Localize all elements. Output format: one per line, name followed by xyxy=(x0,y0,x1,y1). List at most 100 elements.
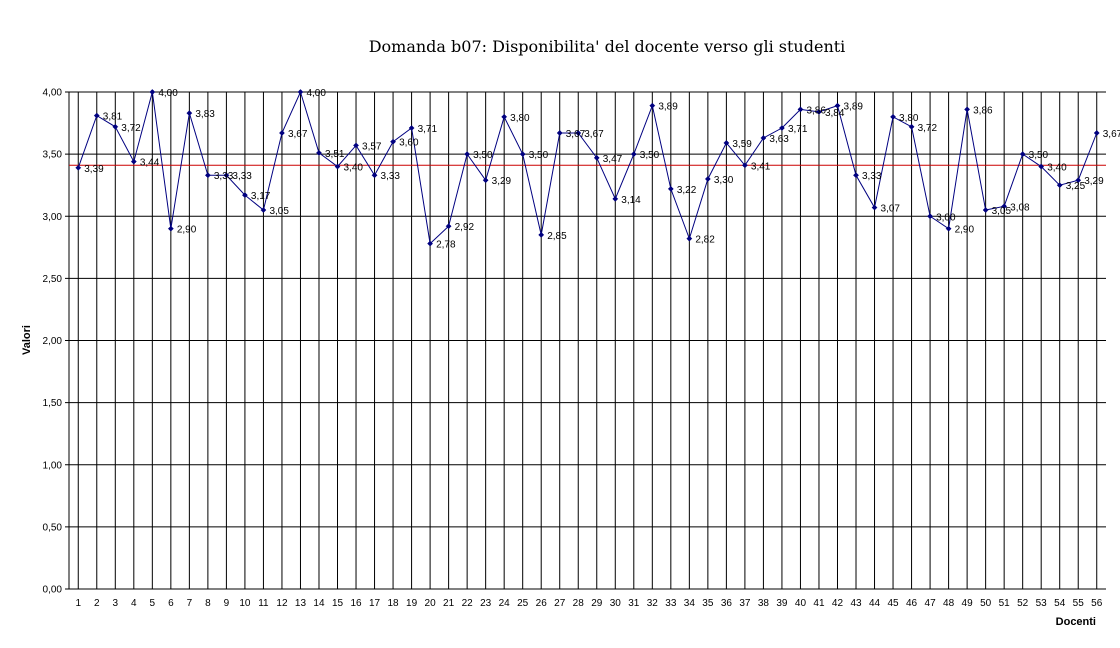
data-label: 2,90 xyxy=(955,225,975,236)
data-label: 3,59 xyxy=(732,139,752,150)
data-point xyxy=(945,225,952,232)
y-tick-label: 3,00 xyxy=(43,212,63,223)
y-tick-label: 2,50 xyxy=(43,274,63,285)
data-label: 3,41 xyxy=(751,161,771,172)
x-tick-label: 23 xyxy=(480,598,492,609)
data-point xyxy=(482,177,489,184)
x-tick-label: 40 xyxy=(795,598,807,609)
data-label: 3,33 xyxy=(214,171,234,182)
data-point xyxy=(630,151,637,158)
x-tick-label: 51 xyxy=(999,598,1011,609)
x-tick-label: 45 xyxy=(887,598,899,609)
data-point xyxy=(704,176,711,182)
data-label: 4,00 xyxy=(158,88,178,99)
data-point xyxy=(741,162,748,169)
data-label: 3,08 xyxy=(1010,202,1030,213)
data-label: 3,57 xyxy=(362,141,382,152)
x-tick-label: 21 xyxy=(443,598,455,609)
data-label: 3,50 xyxy=(473,150,493,161)
x-tick-label: 37 xyxy=(739,598,751,609)
data-label: 3,89 xyxy=(843,102,863,113)
data-point xyxy=(1038,163,1045,170)
data-point xyxy=(1075,177,1082,184)
x-tick-label: 20 xyxy=(425,598,437,609)
data-label: 3,51 xyxy=(325,149,345,160)
x-tick-label: 9 xyxy=(224,598,230,609)
data-labels: 3,393,813,723,444,002,903,833,33 3,333,17… xyxy=(84,88,1120,251)
chart-title: Domanda b07: Disponibilita' del docente … xyxy=(369,37,846,56)
x-tick-label: 28 xyxy=(573,598,585,609)
data-label: 3,86 xyxy=(973,105,993,116)
data-point xyxy=(612,195,619,202)
data-point xyxy=(204,172,211,179)
x-tick-label: 38 xyxy=(758,598,770,609)
data-point xyxy=(556,130,563,136)
data-label: 3,29 xyxy=(492,176,512,187)
grid xyxy=(68,91,1106,590)
x-tick-label: 22 xyxy=(462,598,474,609)
data-label: 3,60 xyxy=(399,138,419,149)
data-point xyxy=(464,151,471,158)
data-label: 3,71 xyxy=(788,124,808,135)
data-label: 3,44 xyxy=(140,158,160,169)
data-point xyxy=(1019,151,1026,158)
data-label: 3,86 xyxy=(806,105,826,116)
data-label: 3,67 xyxy=(584,129,604,140)
x-tick-label: 44 xyxy=(869,598,881,609)
data-label: 3,07 xyxy=(881,204,901,215)
data-point xyxy=(871,204,878,211)
data-point xyxy=(927,213,934,220)
data-label: 3,89 xyxy=(658,102,678,113)
data-point xyxy=(260,207,267,213)
x-tick-label: 4 xyxy=(131,598,137,609)
x-tick-label: 34 xyxy=(684,598,696,609)
data-label: 3,67 xyxy=(1103,129,1120,140)
data-label: 3,22 xyxy=(677,185,697,196)
x-tick-label: 43 xyxy=(850,598,862,609)
data-point xyxy=(130,158,137,165)
data-point xyxy=(538,231,545,238)
x-tick-label: 18 xyxy=(388,598,400,609)
x-tick-label: 8 xyxy=(205,598,211,609)
y-tick-label: 3,50 xyxy=(43,150,63,161)
x-tick-label: 13 xyxy=(295,598,307,609)
data-label: 2,92 xyxy=(455,222,475,233)
x-tick-label: 42 xyxy=(832,598,844,609)
data-label: 3,67 xyxy=(566,129,586,140)
data-point xyxy=(334,163,341,170)
x-tick-label: 16 xyxy=(350,598,362,609)
x-tick-label: 48 xyxy=(943,598,955,609)
data-point xyxy=(964,106,971,113)
data-label: 3,40 xyxy=(1047,163,1067,174)
data-label: 3,63 xyxy=(769,134,789,145)
data-point xyxy=(408,125,415,131)
data-point xyxy=(686,235,693,242)
y-tick-label: 0,00 xyxy=(43,585,63,596)
data-label: 3,67 xyxy=(288,129,308,140)
data-label: 3,14 xyxy=(621,195,641,206)
y-tick-label: 0,50 xyxy=(43,522,63,533)
data-label: 3,05 xyxy=(992,206,1012,217)
data-point xyxy=(316,149,322,156)
x-tick-label: 12 xyxy=(276,598,288,609)
data-point xyxy=(760,135,767,141)
data-point xyxy=(890,113,896,120)
data-label: 3,83 xyxy=(195,109,215,120)
data-label: 3,00 xyxy=(936,212,956,223)
data-point xyxy=(778,125,785,131)
data-point xyxy=(1093,130,1100,136)
data-point xyxy=(853,172,859,179)
x-tick-label: 7 xyxy=(187,598,193,609)
y-tick-label: 1,00 xyxy=(43,460,63,471)
data-point xyxy=(816,108,822,115)
x-tick-label: 10 xyxy=(239,598,251,609)
x-tick-label: 24 xyxy=(499,598,511,609)
data-point xyxy=(297,89,304,95)
data-label: 3,33 xyxy=(381,171,401,182)
x-tick-label: 35 xyxy=(702,598,714,609)
data-point xyxy=(390,138,397,145)
data-point xyxy=(667,185,674,192)
x-tick-label: 50 xyxy=(980,598,992,609)
data-label: 2,78 xyxy=(436,240,456,251)
